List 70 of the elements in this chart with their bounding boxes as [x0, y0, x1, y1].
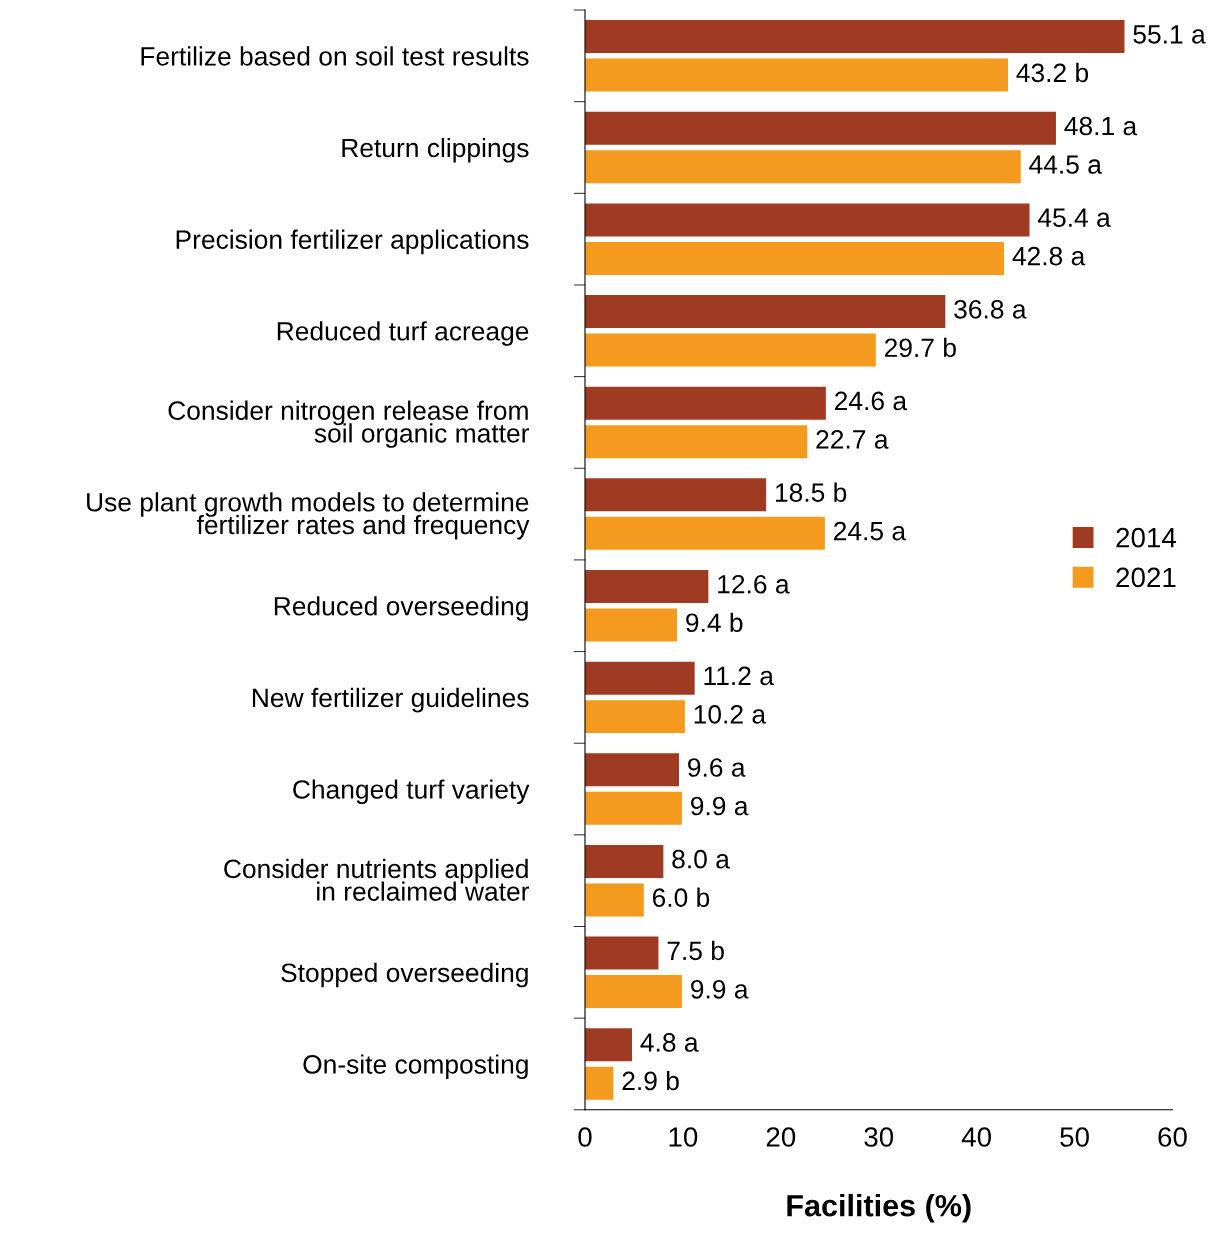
y-tick-label: Use plant growth models to determine fertilizer rates and frequency	[87, 492, 530, 540]
data-label: 48.1 a	[1064, 116, 1138, 136]
y-tick-label: Consider nutrients applied in reclaimed water	[224, 858, 530, 901]
bar	[585, 295, 946, 329]
x-tick-label: 60	[1158, 1127, 1187, 1147]
data-label: 12.6 a	[718, 574, 790, 594]
data-label: 9.4 b	[686, 612, 743, 633]
bar	[585, 883, 644, 917]
data-label: 6.0 b	[652, 887, 710, 907]
bar	[585, 20, 1125, 54]
data-label: 44.5 a	[1029, 155, 1102, 174]
y-tick-label: Consider nitrogen release from soil organic matter	[168, 400, 530, 448]
x-tick-label: 40	[961, 1127, 992, 1147]
bar	[585, 150, 1021, 184]
x-axis-title: Facilities (%)	[787, 1194, 971, 1223]
bar	[585, 661, 695, 695]
y-tick-label: New fertilizer guidelines	[252, 687, 529, 713]
legend-label: 2021	[1116, 567, 1176, 588]
x-tick-label: 10	[669, 1127, 698, 1147]
data-label: 29.7 b	[884, 337, 956, 358]
bar	[585, 58, 1008, 92]
bar	[585, 608, 678, 642]
data-label: 55.1 a	[1133, 25, 1206, 44]
bar	[585, 975, 682, 1009]
data-label: 9.6 a	[688, 758, 746, 777]
y-tick-label: Changed turf variety	[293, 779, 530, 805]
data-label: 42.8 a	[1012, 246, 1086, 266]
data-label: 45.4 a	[1037, 208, 1111, 227]
x-tick-label: 50	[1060, 1127, 1089, 1147]
bar	[585, 425, 808, 459]
bar	[585, 700, 685, 734]
bar	[585, 333, 876, 367]
y-tick-label: Reduced turf acreage	[277, 321, 529, 346]
bar	[585, 203, 1030, 237]
bar	[585, 1028, 632, 1062]
data-label: 18.5 b	[775, 482, 847, 502]
data-label: 2.9 b	[622, 1070, 679, 1091]
bar	[585, 569, 709, 603]
y-tick-label: Stopped overseeding	[281, 962, 528, 988]
y-tick-label: On-site composting	[303, 1054, 528, 1079]
bar	[585, 791, 682, 825]
x-tick-label: 30	[864, 1127, 894, 1147]
x-tick-label: 0	[578, 1127, 592, 1147]
data-label: 11.2 a	[704, 666, 774, 686]
x-tick-label: 20	[766, 1127, 796, 1147]
data-label: 9.9 a	[691, 979, 749, 999]
data-label: 36.8 a	[954, 299, 1027, 319]
data-label: 43.2 b	[1016, 62, 1089, 83]
y-tick-label: Fertilize based on soil test results	[141, 46, 529, 66]
bar	[585, 1066, 614, 1100]
bar	[585, 111, 1056, 145]
y-tick-label: Return clippings	[342, 137, 529, 163]
y-tick-label: Precision fertilizer applications	[176, 229, 529, 255]
bar	[585, 241, 1005, 275]
bar	[585, 936, 659, 970]
data-label: 24.5 a	[834, 521, 907, 541]
bar	[585, 478, 767, 512]
data-label: 22.7 a	[816, 430, 889, 449]
data-label: 4.8 a	[640, 1033, 699, 1052]
bar	[585, 516, 825, 550]
data-label: 9.9 a	[691, 796, 749, 816]
legend-label: 2014	[1116, 527, 1177, 548]
data-label: 10.2 a	[694, 705, 767, 724]
data-label: 8.0 a	[672, 849, 730, 869]
data-label: 24.6 a	[835, 391, 908, 411]
bar	[585, 753, 679, 787]
data-label: 7.5 b	[667, 940, 724, 961]
bar	[585, 386, 826, 420]
y-tick-label: Reduced overseeding	[274, 596, 528, 621]
bar	[585, 844, 664, 878]
